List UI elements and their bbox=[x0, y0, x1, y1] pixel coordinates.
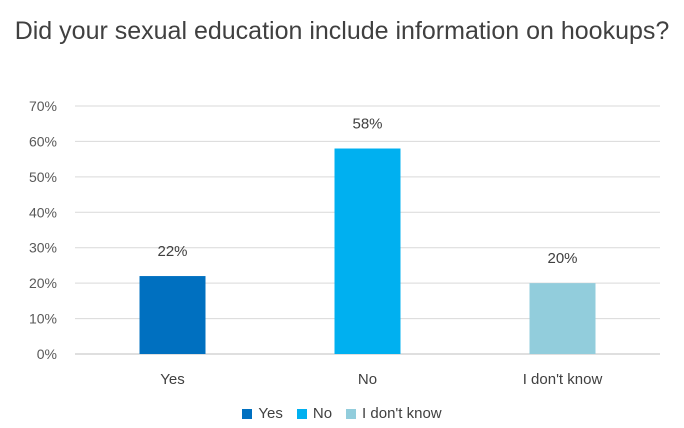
chart-title: Did your sexual education include inform… bbox=[14, 17, 670, 45]
legend-item: I don't know bbox=[346, 405, 442, 422]
x-tick-label: Yes bbox=[160, 371, 184, 388]
data-label: 22% bbox=[157, 243, 187, 260]
y-tick-label: 30% bbox=[29, 240, 57, 256]
y-tick-label: 40% bbox=[29, 204, 57, 220]
bar bbox=[529, 283, 596, 354]
x-tick-label: I don't know bbox=[523, 371, 603, 388]
y-tick-label: 0% bbox=[37, 346, 57, 362]
legend-swatch bbox=[242, 408, 253, 419]
data-label: 20% bbox=[547, 250, 577, 267]
y-tick-label: 60% bbox=[29, 133, 57, 149]
legend-label: No bbox=[312, 405, 333, 422]
legend-item: No bbox=[296, 405, 333, 422]
y-tick-label: 70% bbox=[29, 98, 57, 114]
legend-label: Yes bbox=[258, 405, 283, 422]
legend-swatch bbox=[296, 408, 307, 419]
x-tick-label: No bbox=[358, 371, 377, 388]
legend-label: I don't know bbox=[362, 405, 442, 422]
legend: Yes No I don't know bbox=[0, 405, 684, 422]
bar bbox=[139, 276, 206, 354]
bar bbox=[334, 148, 401, 354]
legend-swatch bbox=[346, 408, 357, 419]
y-tick-label: 50% bbox=[29, 169, 57, 185]
y-tick-label: 20% bbox=[29, 275, 57, 291]
data-label: 58% bbox=[352, 116, 382, 133]
y-tick-label: 10% bbox=[29, 311, 57, 327]
legend-item: Yes bbox=[242, 405, 283, 422]
